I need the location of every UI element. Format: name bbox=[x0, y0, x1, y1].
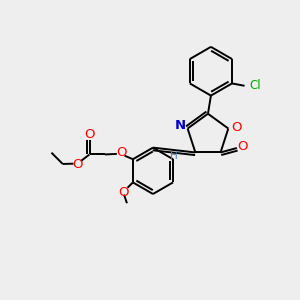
Text: H: H bbox=[169, 151, 177, 161]
Text: Cl: Cl bbox=[250, 79, 262, 92]
Text: O: O bbox=[119, 186, 129, 199]
Text: O: O bbox=[84, 128, 95, 141]
Text: O: O bbox=[231, 122, 242, 134]
Text: N: N bbox=[175, 119, 186, 132]
Text: O: O bbox=[116, 146, 126, 160]
Text: O: O bbox=[72, 158, 82, 171]
Text: O: O bbox=[238, 140, 248, 153]
